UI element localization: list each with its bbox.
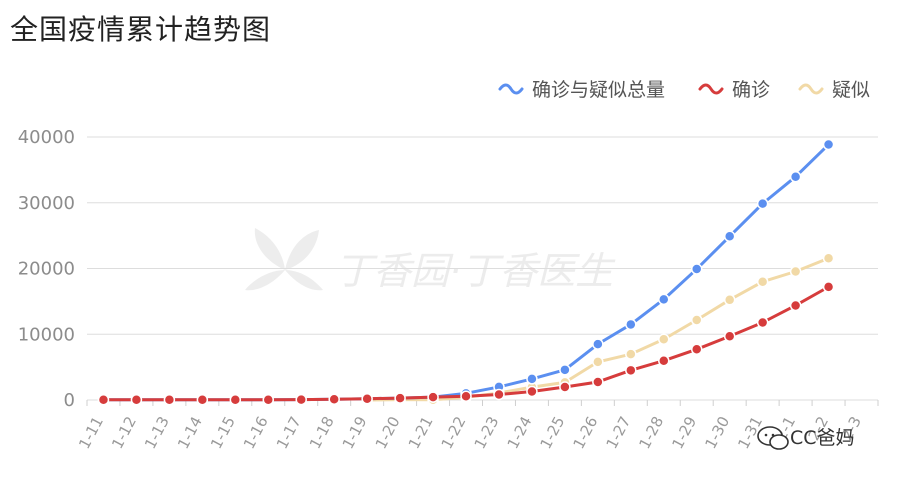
chart-title: 全国疫情累计趋势图 (10, 13, 272, 46)
series-line (103, 285, 830, 402)
y-tick-label: 0 (64, 390, 75, 411)
x-tick-label: 1-30 (701, 413, 733, 452)
x-tick-label: 1-26 (570, 413, 602, 452)
x-tick-label: 1-13 (141, 413, 173, 452)
data-point (658, 293, 670, 306)
data-point (97, 393, 110, 406)
x-tick-label: 1-23 (471, 413, 503, 452)
legend-swatch (798, 83, 824, 95)
leaf-logo-petal (285, 270, 323, 291)
data-point (229, 393, 242, 406)
x-tick-label: 1-27 (602, 413, 634, 452)
data-point (723, 294, 736, 306)
x-tick-label: 1-16 (240, 413, 272, 452)
data-point (526, 385, 538, 398)
data-point (756, 197, 769, 210)
data-point (295, 393, 307, 406)
data-point (723, 330, 736, 343)
leaf-logo-petal (285, 230, 319, 270)
legend-label: 确诊 (732, 79, 770, 101)
x-tick-label: 1-17 (273, 413, 305, 452)
data-point (625, 348, 637, 360)
data-point (822, 252, 835, 265)
data-point (427, 391, 439, 403)
data-point (756, 275, 769, 288)
series-1 (97, 281, 835, 406)
leaf-logo-petal (245, 270, 285, 291)
data-point (526, 373, 538, 385)
series-layer (97, 138, 835, 406)
wechat-signature: CC爸妈 (757, 426, 855, 450)
legend-swatch (498, 83, 524, 95)
y-tick-label: 30000 (18, 193, 75, 214)
data-point (559, 381, 571, 393)
data-point (592, 338, 604, 350)
x-tick-label: 1-21 (405, 413, 437, 452)
x-tick-label: 1-12 (108, 413, 140, 452)
data-point (723, 230, 736, 243)
legend-label: 确诊与疑似总量 (532, 79, 665, 101)
x-axis-ticks: 1-11 1-12 1-13 1-14 1-15 1-16 1-17 1-18 1-19 1-20… (75, 413, 865, 452)
data-point (130, 393, 143, 406)
data-point (460, 390, 472, 402)
y-tick-label: 10000 (18, 324, 75, 345)
x-tick-label: 1-18 (306, 413, 338, 452)
watermark-text: 丁香园·丁香医生 (335, 249, 616, 293)
legend-label: 疑似 (832, 79, 870, 101)
x-tick-label: 1-15 (207, 413, 239, 452)
data-point (163, 393, 176, 406)
y-tick-label: 40000 (18, 127, 75, 148)
x-tick-label: 1-14 (174, 413, 206, 452)
legend-swatch (698, 83, 724, 95)
wechat-icon (757, 426, 789, 450)
data-point (789, 299, 802, 312)
data-point (592, 376, 604, 388)
x-tick-label: 1-11 (75, 413, 107, 452)
signature-text: CC爸妈 (790, 427, 855, 449)
wechat-bubble (769, 434, 789, 450)
x-tick-label: 1-22 (438, 413, 470, 452)
data-point (328, 393, 340, 405)
wechat-eye (764, 433, 768, 437)
data-point (262, 393, 275, 406)
data-point (361, 392, 373, 405)
legend: 确诊与疑似总量 确诊 疑似 (498, 79, 870, 101)
x-tick-label: 1-25 (537, 413, 569, 452)
x-tick-label: 1-24 (504, 413, 536, 452)
watermark: 丁香园·丁香医生 (245, 228, 616, 293)
data-point (625, 364, 637, 377)
data-point (690, 263, 703, 275)
x-tick-label: 1-20 (372, 413, 404, 452)
x-tick-label: 1-19 (339, 413, 371, 452)
data-point (822, 281, 835, 293)
leaf-logo-icon (245, 228, 323, 291)
x-tick-label: 1-29 (668, 413, 700, 452)
data-point (658, 333, 670, 346)
data-point (822, 138, 835, 151)
data-point (394, 392, 406, 404)
data-point (690, 314, 703, 326)
leaf-logo-petal (254, 228, 285, 270)
x-tick-label: 1-28 (635, 413, 667, 452)
data-point (625, 318, 637, 331)
y-axis-ticks: 0 10000 20000 30000 40000 (18, 127, 75, 411)
data-point (559, 364, 571, 376)
data-point (756, 316, 769, 329)
data-point (789, 265, 802, 278)
y-tick-label: 20000 (18, 259, 75, 280)
data-point (493, 388, 505, 401)
data-point (658, 354, 670, 367)
data-point (789, 170, 802, 183)
wechat-eye (771, 433, 775, 437)
data-point (592, 356, 604, 368)
data-point (196, 393, 209, 406)
data-point (690, 343, 703, 356)
